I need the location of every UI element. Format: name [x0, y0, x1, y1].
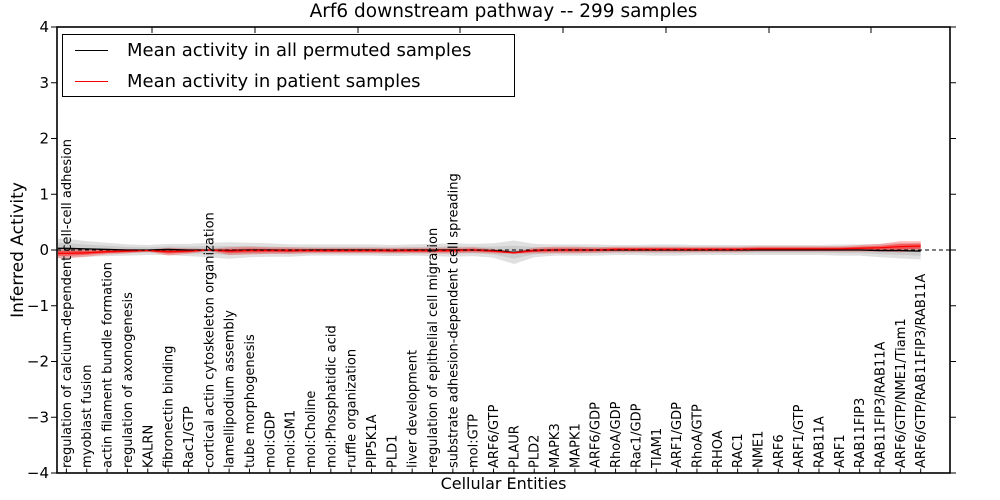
y-tick-labels: 4 3 2 1 0 −1 −2 −3 −4 [27, 18, 49, 482]
x-axis-label: Cellular Entities [440, 474, 567, 493]
x-tick-label: ARF1/GTP [792, 404, 807, 468]
x-tick-label: lamellipodium assembly [223, 310, 238, 468]
chart-title: Arf6 downstream pathway -- 299 samples [309, 1, 698, 22]
x-tick-label: myoblast fusion [80, 364, 95, 468]
x-tick-label: MAPK1 [568, 423, 583, 468]
x-tick-label: Rac1/GDP [629, 403, 644, 468]
x-tick-label: ARF6/GDP [589, 402, 604, 468]
y-tick-label: 4 [39, 18, 49, 36]
x-tick-label: KALRN [141, 425, 156, 468]
y-tick-label: −2 [27, 353, 49, 371]
x-tick-label: regulation of calcium-dependent cell-cel… [60, 139, 75, 468]
x-tick-label: ARF1 [833, 434, 848, 468]
y-tick-label: 3 [39, 74, 49, 92]
x-tick-label: mol:Choline [304, 391, 319, 468]
axis-frame [56, 26, 951, 474]
x-tick-label: mol:GDP [263, 411, 278, 468]
x-tick-label: liver development [406, 350, 421, 468]
x-tick-label: mol:GTP [467, 414, 482, 468]
x-tick-label: PIP5K1A [365, 414, 380, 468]
y-tick-label: 0 [39, 241, 49, 259]
x-tick-label: NME1 [751, 431, 766, 468]
x-tick-label: tube morphogenesis [243, 334, 258, 468]
x-tick-label: PLD2 [528, 435, 543, 468]
y-tick-label: 1 [39, 185, 49, 203]
x-tick-label: RhoA/GDP [609, 401, 624, 468]
x-tick-label: ARF6/GTP/NME1/Tiam1 [894, 318, 909, 468]
x-tick-label: ARF6/GTP [487, 404, 502, 468]
x-tick-label: cortical actin cytoskeleton organization [202, 212, 217, 468]
x-tick-labels: regulation of calcium-dependent cell-cel… [60, 139, 929, 469]
x-tick-label: PLAUR [507, 425, 522, 468]
legend-entry-permuted: Mean activity in all permuted samples [63, 37, 514, 64]
x-tick-label: mol:GM1 [284, 410, 299, 468]
x-tick-label: ARF6/GTP/RAB11FIP3/RAB11A [914, 274, 929, 468]
x-tick-label: ARF6 [772, 434, 787, 468]
legend-entry-patient: Mean activity in patient samples [63, 68, 514, 95]
y-tick-label: −4 [27, 464, 49, 482]
patient-band-inner [58, 243, 921, 256]
x-tick-label: RhoA/GTP [690, 404, 705, 468]
x-tick-label: RAB11FIP3 [853, 398, 868, 468]
legend-line-sample-black [75, 49, 108, 51]
y-tick-label: −1 [27, 297, 49, 315]
x-tick-label: actin filament bundle formation [101, 262, 116, 468]
legend-label-patient: Mean activity in patient samples [127, 70, 421, 92]
x-tick-label: mol:Phosphatidic acid [324, 325, 339, 468]
x-tick-label: RHOA [711, 430, 726, 468]
patient-mean-line [58, 245, 921, 254]
x-tick-label: Rac1/GTP [182, 406, 197, 468]
y-tick-label: −3 [27, 408, 49, 426]
legend-label-permuted: Mean activity in all permuted samples [127, 39, 472, 61]
x-tick-label: TIAM1 [650, 428, 665, 469]
x-tick-label: RAC1 [731, 433, 746, 468]
x-tick-label: RAB11A [812, 416, 827, 468]
legend-line-sample-red [75, 80, 108, 82]
x-tick-label: substrate adhesion-dependent cell spread… [446, 173, 461, 468]
x-tick-label: regulation of epithelial cell migration [426, 228, 441, 468]
x-tick-label: MAPK3 [548, 423, 563, 468]
x-tick-label: ruffle organization [345, 349, 360, 468]
y-axis-label: Inferred Activity [8, 182, 28, 318]
legend: Mean activity in all permuted samples Me… [62, 34, 515, 97]
x-tick-label: ARF1/GDP [670, 402, 685, 468]
x-tick-label: regulation of axonogenesis [121, 292, 136, 468]
patient-band-outer [58, 241, 921, 259]
x-tick-label: RAB11FIP3/RAB11A [874, 341, 889, 468]
y-tick-label: 2 [39, 130, 49, 148]
x-tick-label: PLD1 [385, 435, 400, 468]
x-tick-label: fibronectin binding [162, 346, 177, 468]
